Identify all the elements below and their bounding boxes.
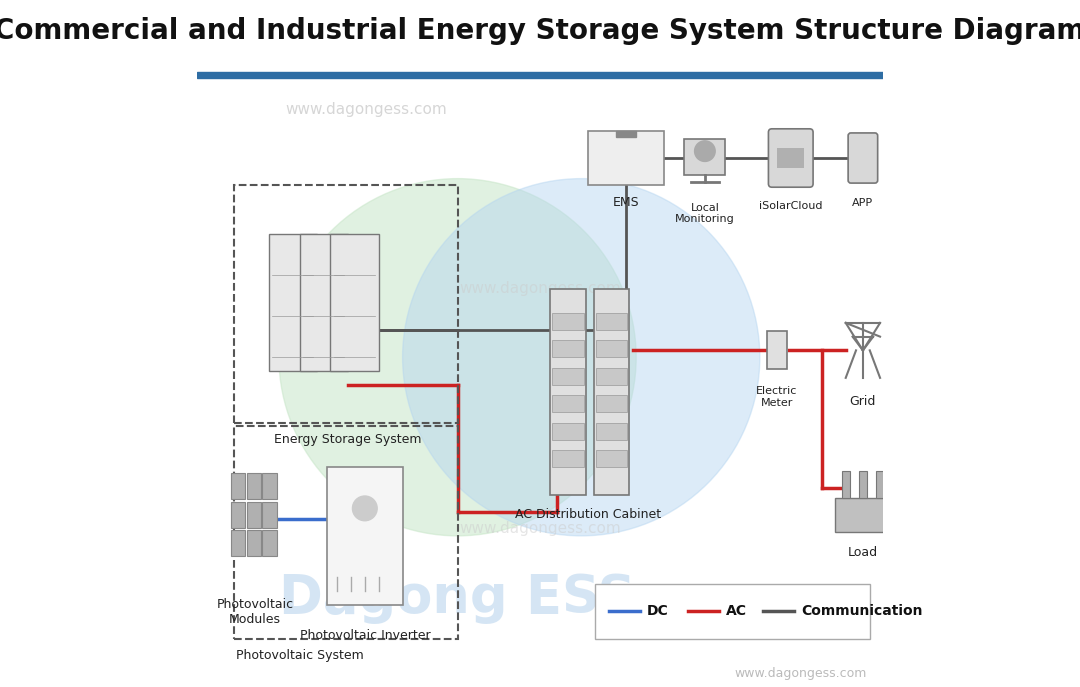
Bar <box>685 139 726 175</box>
Bar <box>596 340 627 357</box>
Bar <box>234 185 458 423</box>
FancyBboxPatch shape <box>299 234 348 371</box>
Text: www.dagongess.com: www.dagongess.com <box>734 667 867 679</box>
Bar <box>246 473 261 499</box>
Bar <box>616 131 636 137</box>
Bar <box>767 332 787 370</box>
Text: Photovoltaic Inverter: Photovoltaic Inverter <box>299 629 430 642</box>
Text: www.dagongess.com: www.dagongess.com <box>459 281 621 296</box>
Text: Grid: Grid <box>850 395 876 408</box>
Bar <box>777 148 805 168</box>
FancyBboxPatch shape <box>769 129 813 188</box>
Text: Photovoltaic
Modules: Photovoltaic Modules <box>216 598 294 626</box>
FancyBboxPatch shape <box>269 234 316 371</box>
Bar <box>552 313 584 330</box>
FancyBboxPatch shape <box>589 131 663 185</box>
Bar <box>552 340 584 357</box>
Bar <box>262 530 276 556</box>
Bar <box>596 395 627 412</box>
Bar <box>262 473 276 499</box>
Text: Photovoltaic System: Photovoltaic System <box>235 649 364 662</box>
Bar <box>552 423 584 440</box>
FancyBboxPatch shape <box>848 133 878 183</box>
Bar <box>552 368 584 385</box>
Bar <box>551 289 586 495</box>
FancyBboxPatch shape <box>330 234 379 371</box>
Text: AC Distribution Cabinet: AC Distribution Cabinet <box>515 508 661 521</box>
Bar <box>596 423 627 440</box>
Bar <box>552 450 584 467</box>
Bar <box>836 498 890 532</box>
Bar <box>231 530 245 556</box>
Bar <box>596 450 627 467</box>
Bar <box>231 502 245 528</box>
Circle shape <box>279 179 636 536</box>
FancyBboxPatch shape <box>327 467 403 605</box>
Text: www.dagongess.com: www.dagongess.com <box>459 521 621 537</box>
Text: AC: AC <box>726 605 746 618</box>
Bar <box>596 368 627 385</box>
Text: iSolarCloud: iSolarCloud <box>759 201 823 211</box>
Bar <box>246 502 261 528</box>
Text: Electric
Meter: Electric Meter <box>756 387 798 408</box>
Bar <box>552 395 584 412</box>
Text: Dagong ESS: Dagong ESS <box>280 572 636 624</box>
Bar <box>231 473 245 499</box>
Circle shape <box>403 179 760 536</box>
Bar <box>876 471 885 498</box>
Text: Local
Monitoring: Local Monitoring <box>675 203 734 224</box>
Text: Load: Load <box>848 546 878 559</box>
Bar <box>594 289 630 495</box>
Text: DC: DC <box>647 605 669 618</box>
Bar <box>197 72 883 78</box>
Bar <box>234 426 458 639</box>
Circle shape <box>694 141 715 161</box>
Text: Communication: Communication <box>801 605 922 618</box>
Bar <box>596 313 627 330</box>
Circle shape <box>352 496 377 521</box>
Bar <box>841 471 850 498</box>
Bar <box>859 471 867 498</box>
Text: Energy Storage System: Energy Storage System <box>274 433 421 446</box>
Bar <box>246 530 261 556</box>
Text: APP: APP <box>852 198 874 207</box>
Text: Commercial and Industrial Energy Storage System Structure Diagram: Commercial and Industrial Energy Storage… <box>0 17 1080 45</box>
Bar <box>595 584 869 639</box>
Bar <box>262 502 276 528</box>
Text: EMS: EMS <box>612 196 639 209</box>
Text: www.dagongess.com: www.dagongess.com <box>286 102 447 117</box>
